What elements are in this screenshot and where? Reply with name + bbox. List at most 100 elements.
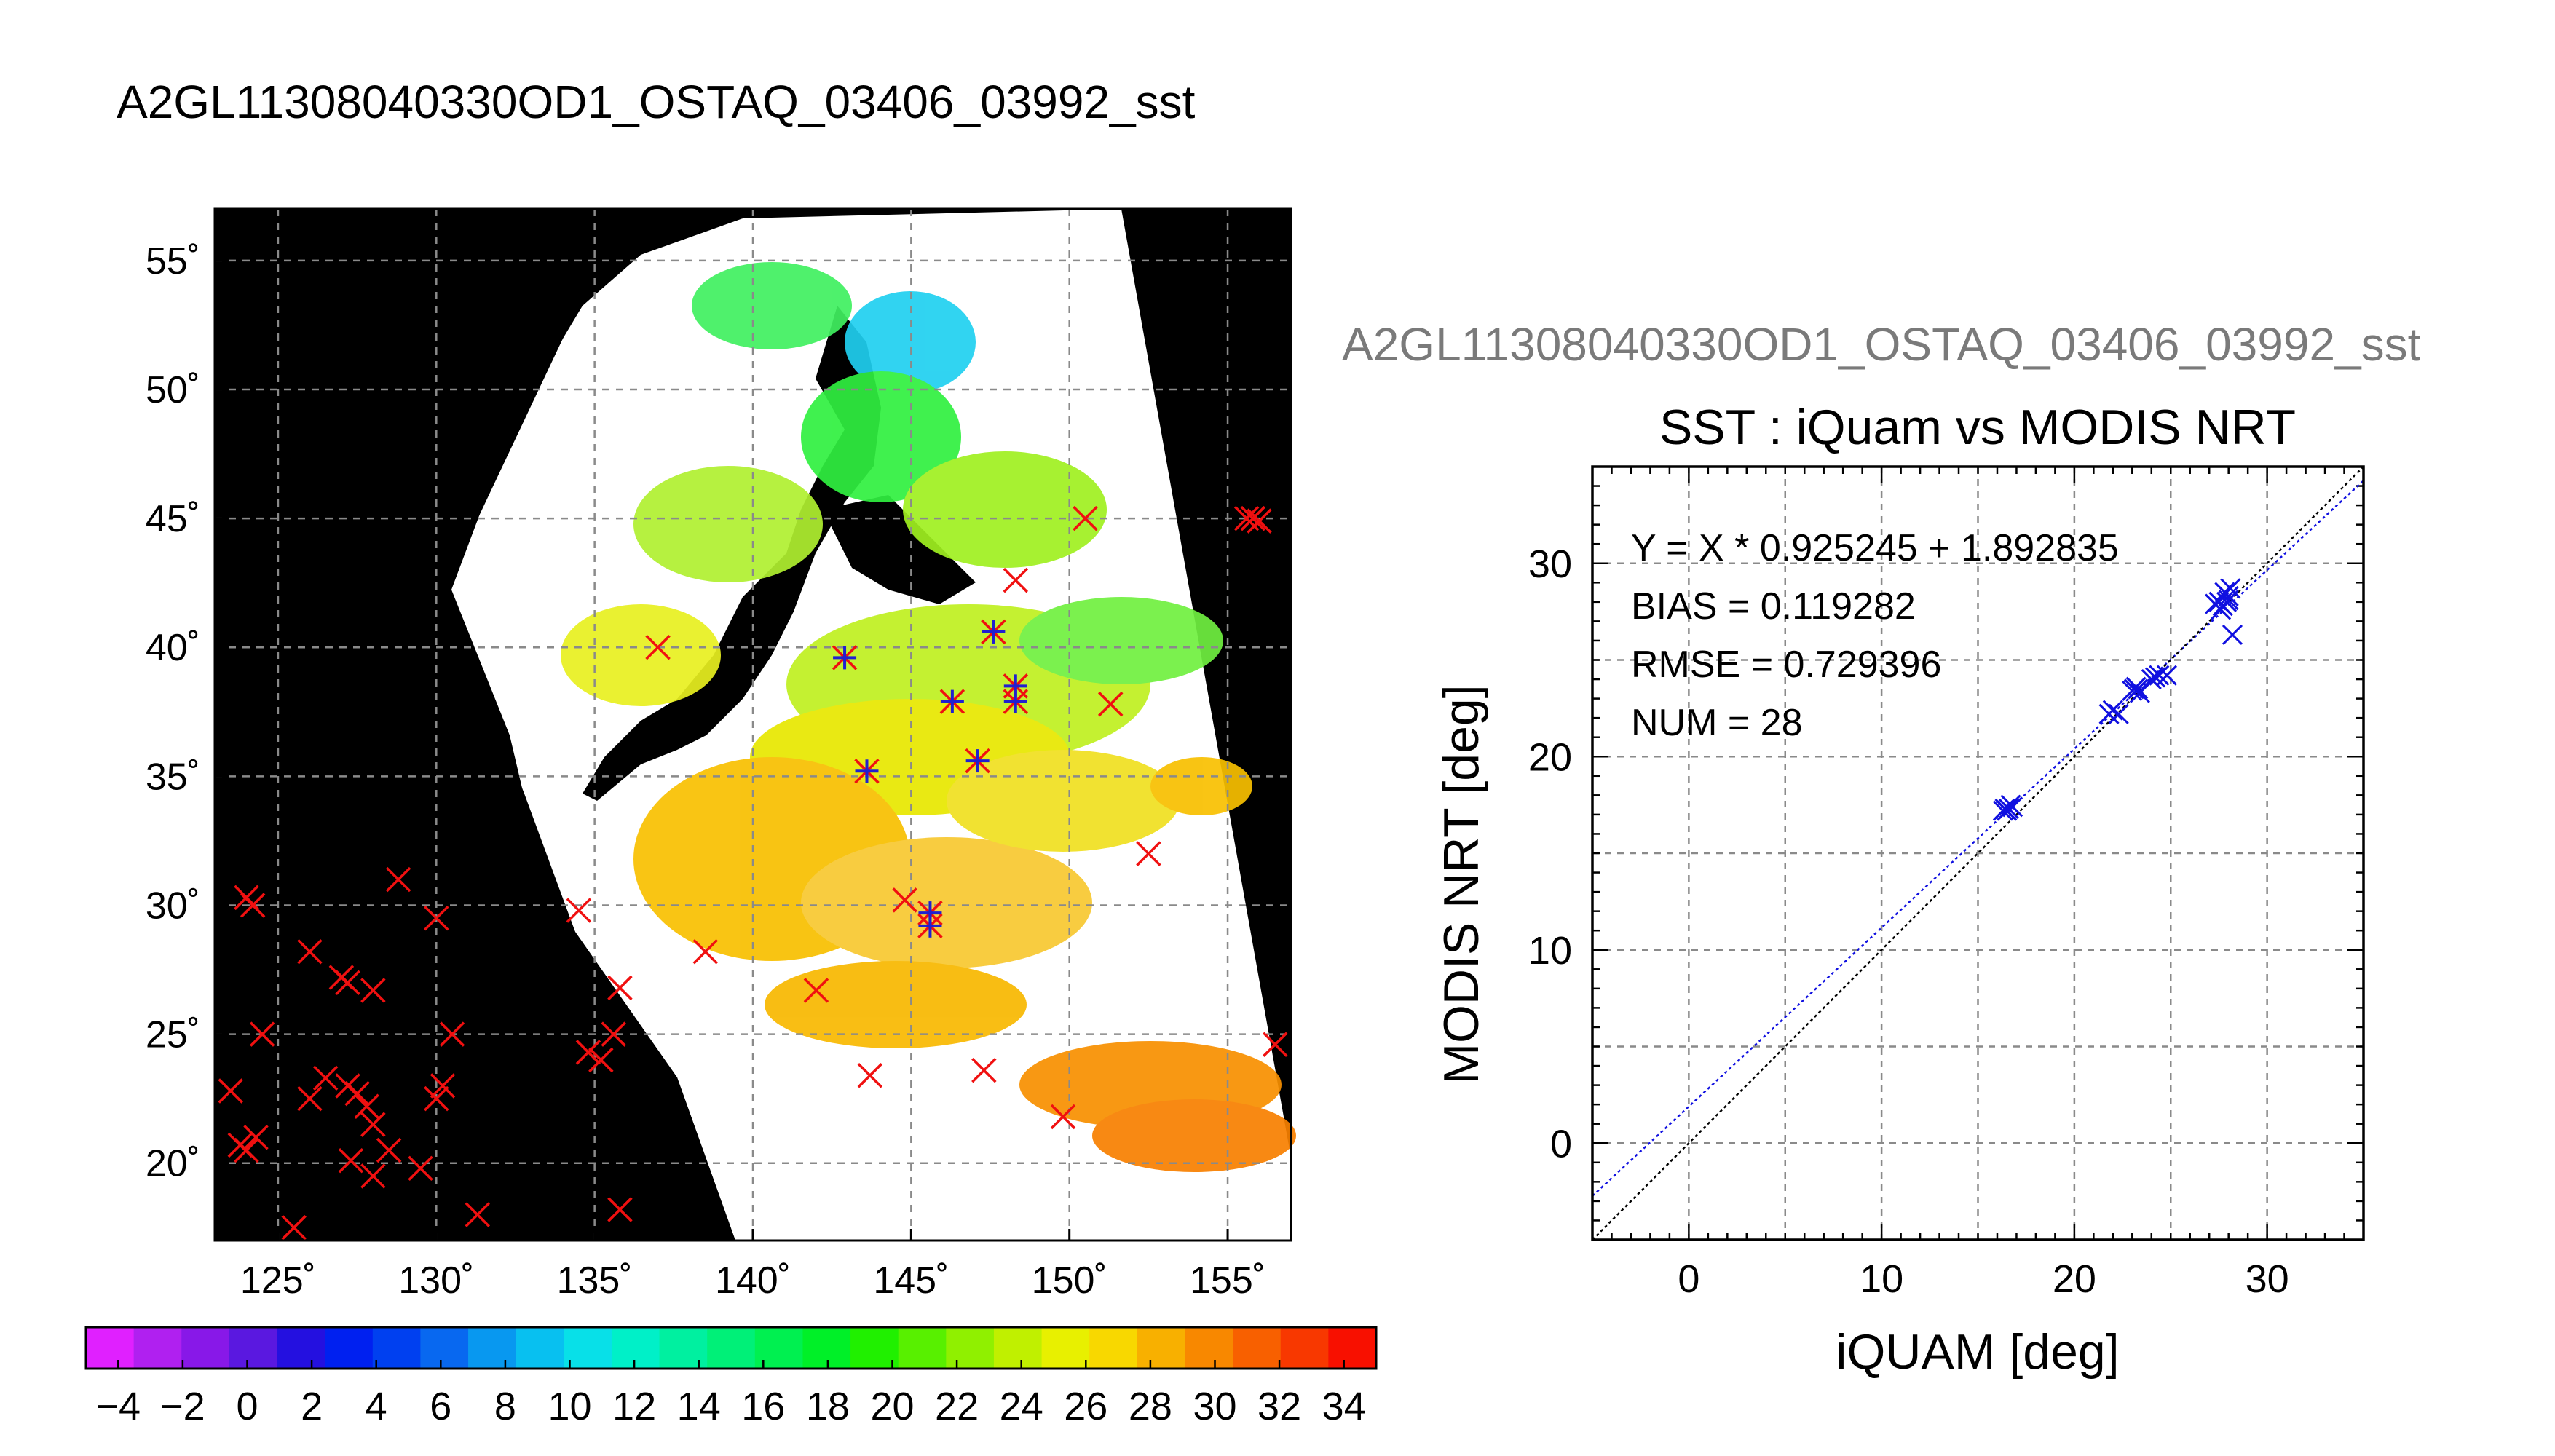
data-point (2211, 599, 2232, 620)
matchup-marker (1003, 689, 1029, 714)
iquam-marker (424, 1085, 449, 1112)
iquam-marker (607, 975, 633, 1001)
colorbar-swatch (802, 1327, 851, 1369)
colorbar-tick-label: −2 (160, 1385, 205, 1428)
matchup-marker (917, 900, 943, 926)
iquam-marker (335, 970, 360, 995)
colorbar-tick-label: 26 (1064, 1385, 1107, 1428)
colorbar-swatch (754, 1327, 804, 1369)
colorbar-tick-label: 2 (301, 1385, 323, 1428)
lon-tick-label: 145˚ (873, 1259, 949, 1302)
colorbar-swatch (133, 1327, 182, 1369)
colorbar-swatch (946, 1327, 995, 1369)
matchup-marker (854, 759, 880, 784)
iquam-marker (408, 1155, 433, 1182)
colorbar-swatch (707, 1327, 756, 1369)
colorbar-swatch (181, 1327, 230, 1369)
colorbar-tick-label: 32 (1257, 1385, 1301, 1428)
lon-tick-label: 140˚ (715, 1259, 791, 1302)
iquam-marker (692, 939, 719, 965)
iquam-marker (243, 1125, 269, 1150)
iquam-marker (344, 1080, 370, 1107)
colorbar-tick-label: 30 (1193, 1385, 1236, 1428)
iquam-marker (297, 1085, 323, 1112)
iquam-marker (857, 1063, 883, 1088)
colorbar-swatch (468, 1327, 517, 1369)
iquam-marker (607, 1197, 633, 1222)
colorbar-tick-label: 16 (741, 1385, 785, 1428)
iquam-marker (424, 905, 449, 931)
colorbar-tick-label: 8 (494, 1385, 516, 1428)
x-tick-label: 30 (2246, 1257, 2289, 1301)
colorbar-swatch (1137, 1327, 1186, 1369)
data-point (1992, 800, 2013, 821)
y-tick-label: 10 (1528, 929, 1572, 973)
matchup-marker (832, 645, 858, 670)
iquam-marker (588, 1047, 614, 1073)
iquam-marker (1247, 508, 1272, 534)
matchup-marker (981, 619, 1006, 645)
colorbar-tick-label: 34 (1322, 1385, 1366, 1428)
x-tick-label: 0 (1678, 1257, 1699, 1301)
colorbar-tick-label: 22 (935, 1385, 979, 1428)
map-tick-labels: 125˚ 130˚ 135˚ 140˚ 145˚ 150˚ 155˚ 55˚ 50˚ 45˚ 40˚… (146, 240, 1265, 1302)
data-point (2218, 590, 2239, 611)
scatter-plot: 0 10 20 30 0 10 20 30 (1528, 465, 2365, 1301)
colorbar-tick-label: 12 (612, 1385, 656, 1428)
map-title: A2GL11308040330OD1_OSTAQ_03406_03992_sst (117, 76, 1196, 128)
sst-map: 125˚ 130˚ 135˚ 140˚ 145˚ 150˚ 155˚ 55˚ 50˚ 45˚ 40˚… (146, 207, 1296, 1302)
iquam-marker (465, 1202, 491, 1227)
colorbar-swatch (86, 1327, 135, 1369)
colorbar-swatch (229, 1327, 278, 1369)
colorbar-tick-label: 10 (548, 1385, 591, 1428)
y-tick-label: 20 (1528, 735, 1572, 779)
colorbar-swatch (1233, 1327, 1282, 1369)
colorbar-tick-label: 0 (236, 1385, 258, 1428)
colorbar-tick-label: 20 (870, 1385, 914, 1428)
matchup-marker (965, 748, 990, 774)
plot-border (1591, 465, 2365, 1241)
scatter-file-title: A2GL11308040330OD1_OSTAQ_03406_03992_sst (1342, 318, 2421, 371)
x-axis-label: iQUAM [deg] (1836, 1324, 2119, 1380)
iquam-marker (249, 1021, 275, 1047)
iquam-marker (297, 939, 323, 965)
colorbar-tick-label: 24 (1000, 1385, 1043, 1428)
iquam-marker (803, 978, 829, 1003)
sst-field (561, 262, 1296, 1172)
data-point (2222, 624, 2243, 646)
lat-tick-label: 35˚ (146, 756, 200, 798)
colorbar-swatch (1280, 1327, 1329, 1369)
data-point (2149, 665, 2170, 686)
lon-tick-label: 150˚ (1032, 1259, 1107, 1302)
iquam-marker (281, 1215, 307, 1241)
colorbar-tick-label: 14 (677, 1385, 721, 1428)
iquam-marker (376, 1137, 402, 1163)
lat-tick-label: 40˚ (146, 627, 200, 669)
iquam-marker (439, 1021, 465, 1047)
land-hokkaido (823, 495, 976, 604)
colorbar-swatch (1328, 1327, 1377, 1369)
colorbar-tick-label: 18 (806, 1385, 850, 1428)
x-tick-label: 10 (1860, 1257, 1903, 1301)
colorbar-tick-label: −4 (96, 1385, 141, 1428)
lat-tick-label: 45˚ (146, 498, 200, 540)
iquam-marker (575, 1040, 601, 1065)
data-point (2123, 678, 2145, 700)
iquam-marker (430, 1073, 456, 1099)
colorbar-swatch (516, 1327, 564, 1369)
colorbar: −4 −2 0 2 4 6 8 10 12 14 16 18 20 22 24 26 28 30 32 34 (84, 1326, 1378, 1428)
iquam-marker (1050, 1104, 1076, 1130)
iquam-marker (1097, 691, 1124, 717)
iquam-marker (971, 1057, 997, 1083)
colorbar-tick-label: 4 (366, 1385, 387, 1428)
map-grid (215, 209, 1291, 1241)
lat-tick-label: 30˚ (146, 885, 200, 927)
lon-tick-label: 130˚ (398, 1259, 474, 1302)
iquam-marker (601, 1021, 626, 1047)
colorbar-tick-label: 28 (1129, 1385, 1172, 1428)
stats-box: Y = X * 0.925245 + 1.892835 BIAS = 0.119… (1631, 527, 2119, 744)
y-tick-label: 0 (1550, 1122, 1572, 1166)
iquam-marker (218, 1078, 243, 1104)
y-axis-label: MODIS NRT [deg] (1434, 684, 1489, 1084)
